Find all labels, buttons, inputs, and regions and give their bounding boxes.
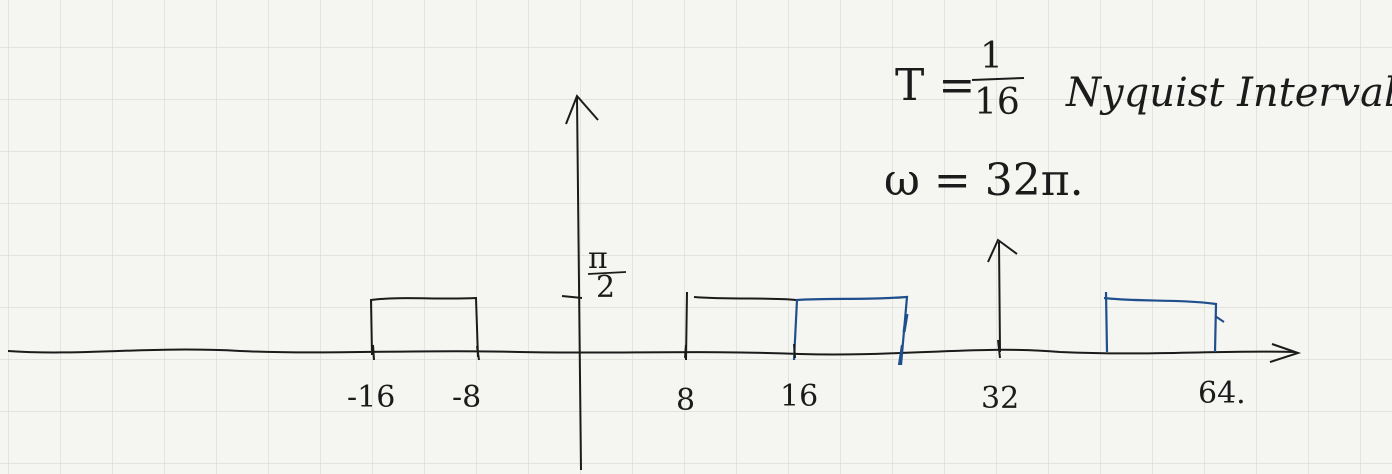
amplitude-numerator: π — [588, 241, 608, 276]
blue-replica-box-1-mark — [902, 313, 909, 333]
sampling-period-numerator: 1 — [980, 36, 1003, 77]
x-axis-arrowhead — [1269, 343, 1302, 363]
amplitude-fraction-bar — [587, 271, 627, 275]
x-axis — [7, 348, 1296, 356]
blue-replica-box-2-mark — [1214, 315, 1225, 323]
sampling-period-label: T = — [895, 60, 975, 111]
blue-replica-box-1 — [792, 295, 909, 366]
sampling-frequency-label: ω = 32π. — [884, 155, 1084, 206]
tick-label: 64. — [1198, 376, 1246, 411]
tick-label: 16 — [780, 379, 818, 414]
nyquist-note: Nyquist Interval. — [1065, 70, 1392, 116]
amplitude-denominator: 2 — [596, 270, 615, 305]
tick-label: 32 — [981, 381, 1019, 416]
y-axis-level-tick — [561, 295, 583, 299]
tick-label: 8 — [676, 383, 695, 418]
sampling-period-denominator: 16 — [974, 82, 1020, 123]
blue-replica-box-2 — [1103, 291, 1218, 353]
y-axis — [576, 97, 582, 471]
axis-tick-marks — [372, 339, 1001, 361]
tick-label: -16 — [347, 380, 395, 415]
sampling-period-fraction-bar — [971, 77, 1025, 81]
y-axis-arrowhead — [565, 94, 599, 125]
spectrum-box-left — [369, 296, 479, 358]
tick-label: -8 — [452, 380, 481, 415]
impulse-arrow — [987, 238, 1018, 353]
